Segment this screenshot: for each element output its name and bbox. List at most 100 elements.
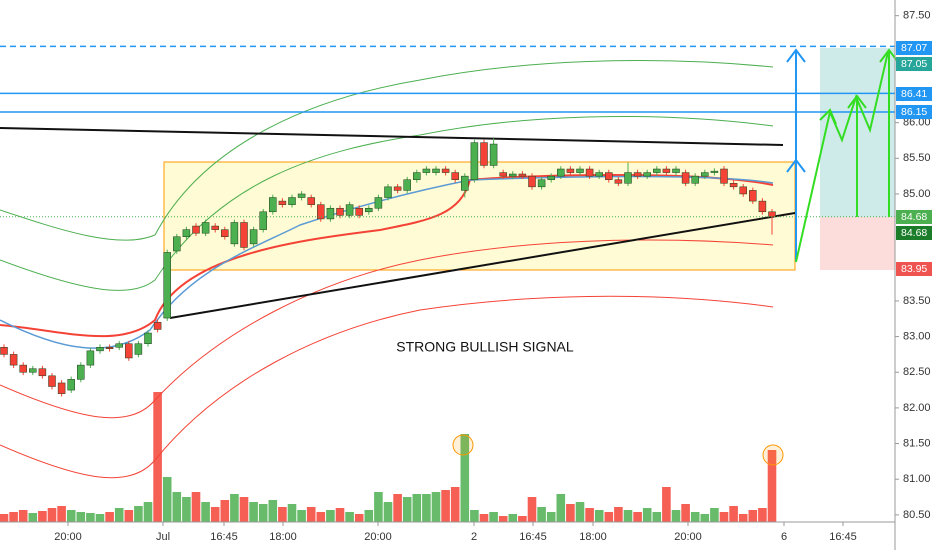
volume-bar [518,516,527,522]
volume-bar [210,507,220,522]
volume-bar [105,512,114,522]
volume-bar [18,510,28,522]
volume-bar [527,497,537,522]
volume-bar [38,511,47,522]
candle-body [758,200,767,213]
candle-body [413,172,421,180]
candle-body [614,179,623,184]
volume-bar [316,512,326,522]
green-arrows [795,48,899,263]
volume-bar [546,512,556,522]
candle-body [768,211,776,218]
volume-bar [614,507,623,522]
candle-body [537,179,546,188]
volume-bar [604,512,614,522]
volume-bar [364,510,374,522]
candle-body [566,168,575,173]
volume-highlight [762,444,784,466]
volume-bar [86,513,95,522]
candle-body [384,186,392,198]
y-tick-label: 82.00 [903,402,931,414]
volume-bar [431,492,441,522]
x-tick-label: Jul [156,531,170,543]
x-tick-label: 16:45 [829,531,857,543]
x-tick-label: 18:00 [579,531,607,543]
volume-bar [585,508,594,522]
volume-bar [258,504,268,522]
candle-body [441,168,450,173]
candle-body [57,382,66,394]
volume-bar [575,502,585,522]
volume-bar [306,507,316,522]
candle-body [345,204,354,216]
candle-body [230,222,239,245]
candle-body [249,229,258,245]
candle-body [67,379,75,391]
volume-bar [268,500,278,522]
candle-body [115,343,123,348]
volume-bar [450,487,460,522]
volume-bar [354,514,364,522]
volume-bar [297,510,306,522]
candle-body [278,200,287,205]
last-price-label: 84.68 [901,227,927,239]
y-tick-label: 83.00 [903,330,931,342]
candle-body [653,168,661,173]
volume-bar [767,450,777,522]
stop-zone [820,217,895,270]
volume-bar [460,434,470,522]
candle-body [77,364,85,380]
volume-bar [172,492,182,522]
volume-bar [681,504,690,522]
candle-body [201,222,210,234]
x-tick-label: 20:00 [364,531,392,543]
volume-bar [556,494,566,522]
y-tick-label: 80.50 [903,509,931,521]
candle-body [605,172,613,180]
volume-bar [191,492,201,522]
candle-body [662,168,671,173]
volume-bar [623,510,633,522]
y-tick-label: 87.50 [903,10,931,22]
x-tick-label: 20:00 [54,531,82,543]
x-tick-label: 18:00 [269,531,297,543]
candle-body [403,179,411,191]
y-tick-label: 83.50 [903,295,931,307]
volume-bar [153,392,162,522]
volume-bar [326,510,335,522]
candle-body [163,252,171,319]
volume-bar [162,477,172,522]
candle-body [240,222,248,248]
volume-bar [0,514,9,522]
candle-body [182,229,191,238]
volume-bar [738,514,748,522]
volume-bar [498,516,508,522]
volume-bar [66,510,76,522]
volume-bar [402,497,412,522]
volume-bar [758,508,767,522]
volume-bar [479,514,489,522]
candle-body [432,168,440,173]
volume-bar [76,512,86,522]
candle-body [729,183,738,188]
level-label-bg [896,262,932,276]
x-tick-label: 20:00 [674,531,702,543]
volume-bar [287,504,297,522]
volume-bar [114,508,124,522]
volume-bar [537,507,546,522]
candle-body [489,143,498,166]
volume-bar [441,490,450,522]
candle-body [259,211,267,230]
volume-bar [566,504,575,522]
volume-bar [239,497,249,522]
annotation: STRONG BULLISH SIGNAL [396,339,574,355]
candle-body [336,207,344,216]
volume-bar [594,510,604,522]
level-label: 83.95 [901,263,927,275]
volume-bar [230,494,239,522]
candle-body [749,190,757,202]
volume-bar [182,497,191,522]
candle-body [125,343,133,359]
